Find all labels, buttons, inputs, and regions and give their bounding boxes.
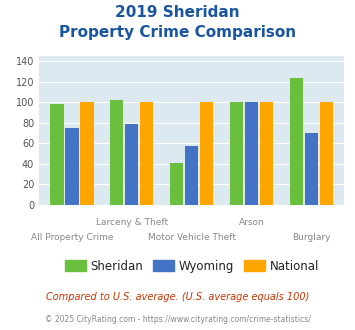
Text: 2019 Sheridan: 2019 Sheridan [115,5,240,20]
Bar [260,102,273,205]
Bar [320,102,333,205]
Bar [80,102,93,205]
Bar [140,102,153,205]
Bar [290,78,303,205]
Text: Burglary: Burglary [292,233,331,242]
Bar [50,104,64,205]
Bar [185,146,198,205]
Bar [125,124,138,205]
Text: Arson: Arson [239,218,264,227]
Bar [305,133,318,205]
Bar [65,128,78,205]
Legend: Sheridan, Wyoming, National: Sheridan, Wyoming, National [60,255,323,278]
Text: Property Crime Comparison: Property Crime Comparison [59,25,296,40]
Text: Larceny & Theft: Larceny & Theft [96,218,168,227]
Bar [230,102,243,205]
Bar [245,102,258,205]
Text: Compared to U.S. average. (U.S. average equals 100): Compared to U.S. average. (U.S. average … [46,292,309,302]
Text: All Property Crime: All Property Crime [31,233,113,242]
Text: © 2025 CityRating.com - https://www.cityrating.com/crime-statistics/: © 2025 CityRating.com - https://www.city… [45,315,310,324]
Text: Motor Vehicle Theft: Motor Vehicle Theft [148,233,236,242]
Bar [110,100,124,205]
Bar [170,163,183,205]
Bar [200,102,213,205]
